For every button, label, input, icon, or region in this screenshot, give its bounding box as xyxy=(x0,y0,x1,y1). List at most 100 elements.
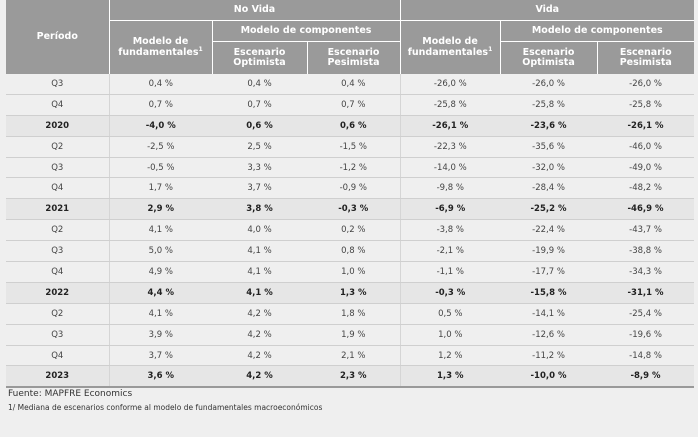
value-cell: -0,3 % xyxy=(307,198,401,221)
value-cell: 4,2 % xyxy=(212,365,307,389)
period-cell: 2021 xyxy=(6,198,109,221)
value-cell: -22,4 % xyxy=(500,219,598,242)
value-cell: -1,5 % xyxy=(307,136,401,158)
value-cell: -1,1 % xyxy=(399,261,501,283)
value-cell: 3,3 % xyxy=(212,157,307,179)
value-cell: -2,5 % xyxy=(108,136,212,158)
period-cell: Q4 xyxy=(6,345,109,367)
table-row: Q2 -2,5 % 2,5 % -1,5 % -22,3 % -35,6 % -46,0 % xyxy=(6,136,695,158)
value-cell: -14,8 % xyxy=(597,345,695,367)
value-cell: 5,0 % xyxy=(108,240,212,263)
value-cell: 0,7 % xyxy=(212,94,307,116)
value-cell: -1,2 % xyxy=(307,157,401,179)
table-row: Q3 3,9 % 4,2 % 1,9 % 1,0 % -12,6 % -19,6 % xyxy=(6,324,695,346)
no-vida-header: No Vida xyxy=(108,0,401,21)
value-cell: -38,8 % xyxy=(597,240,695,263)
value-cell: 3,7 % xyxy=(108,345,212,367)
period-header: Período xyxy=(6,0,109,74)
value-cell: 1,0 % xyxy=(399,324,501,346)
table-row-annual: 2022 4,4 % 4,1 % 1,3 % -0,3 % -15,8 % -31,1 % xyxy=(6,282,695,304)
vida-fundamentales-header: Modelo de fundamentales1 xyxy=(399,20,501,74)
value-cell: -14,0 % xyxy=(399,157,501,179)
value-cell: -43,7 % xyxy=(597,219,695,242)
value-cell: -23,6 % xyxy=(500,115,598,137)
table-row-annual: 2021 2,9 % 3,8 % -0,3 % -6,9 % -25,2 % -46,9 % xyxy=(6,198,695,221)
table-header: Período No Vida Vida Modelo de fundament… xyxy=(6,0,695,74)
scenario-table: Período No Vida Vida Modelo de fundament… xyxy=(6,0,695,389)
vida-componentes-header: Modelo de componentes xyxy=(499,20,695,42)
value-cell: 4,1 % xyxy=(212,282,307,304)
value-cell: -9,8 % xyxy=(399,177,501,200)
value-cell: -19,9 % xyxy=(500,240,598,263)
value-cell: 4,9 % xyxy=(108,261,212,283)
table-row: Q3 -0,5 % 3,3 % -1,2 % -14,0 % -32,0 % -49,0 % xyxy=(6,157,695,179)
table-row: Q2 4,1 % 4,0 % 0,2 % -3,8 % -22,4 % -43,7 % xyxy=(6,219,695,242)
header-text: Modelo de xyxy=(422,35,478,47)
header-text: fundamentales xyxy=(407,47,489,59)
value-cell: -26,1 % xyxy=(399,115,501,137)
header-text: Pesimista xyxy=(619,57,672,68)
value-cell: 4,1 % xyxy=(212,261,307,283)
value-cell: 2,9 % xyxy=(108,198,212,221)
period-cell: Q3 xyxy=(6,74,109,95)
value-cell: 3,6 % xyxy=(108,365,212,389)
value-cell: -0,9 % xyxy=(307,177,401,200)
table-row-annual: 2023 3,6 % 4,2 % 2,3 % 1,3 % -10,0 % -8,9 % xyxy=(6,365,695,389)
value-cell: 4,1 % xyxy=(108,219,212,242)
table-row: Q4 4,9 % 4,1 % 1,0 % -1,1 % -17,7 % -34,3 % xyxy=(6,261,695,283)
value-cell: 0,6 % xyxy=(307,115,401,137)
value-cell: 2,1 % xyxy=(307,345,401,367)
table-body: Q3 0,4 % 0,4 % 0,4 % -26,0 % -26,0 % -26,0 % Q4… xyxy=(6,74,695,389)
value-cell: -25,8 % xyxy=(597,94,695,116)
period-cell: Q3 xyxy=(6,157,109,179)
value-cell: -6,9 % xyxy=(399,198,501,221)
table-row: Q2 4,1 % 4,2 % 1,8 % 0,5 % -14,1 % -25,4 % xyxy=(6,303,695,325)
value-cell: 0,4 % xyxy=(108,74,212,95)
no-vida-optimista-header: Escenario Optimista xyxy=(211,41,307,74)
value-cell: -46,0 % xyxy=(597,136,695,158)
period-cell: Q3 xyxy=(6,240,109,263)
value-cell: -31,1 % xyxy=(597,282,695,304)
value-cell: 0,7 % xyxy=(307,94,401,116)
period-cell: Q4 xyxy=(6,177,109,200)
value-cell: 0,8 % xyxy=(307,240,401,263)
value-cell: -46,9 % xyxy=(597,198,695,221)
header-text: Escenario xyxy=(233,47,286,59)
header-text: Escenario xyxy=(327,47,380,59)
value-cell: -32,0 % xyxy=(500,157,598,179)
header-text: Optimista xyxy=(233,57,286,68)
value-cell: -28,4 % xyxy=(500,177,598,200)
header-text: fundamentales xyxy=(118,47,199,59)
period-cell: Q3 xyxy=(6,324,109,346)
value-cell: 0,7 % xyxy=(108,94,212,116)
value-cell: -25,2 % xyxy=(500,198,598,221)
value-cell: -26,0 % xyxy=(597,74,695,95)
value-cell: -11,2 % xyxy=(500,345,598,367)
no-vida-componentes-header: Modelo de componentes xyxy=(211,20,401,42)
value-cell: 1,7 % xyxy=(108,177,212,200)
header-text: Optimista xyxy=(522,57,575,68)
no-vida-pesimista-header: Escenario Pesimista xyxy=(306,41,401,74)
value-cell: 1,3 % xyxy=(307,282,401,304)
table-row-annual: 2020 -4,0 % 0,6 % 0,6 % -26,1 % -23,6 % -26,1 … xyxy=(6,115,695,137)
period-cell: 2022 xyxy=(6,282,109,304)
header-text: Modelo de xyxy=(132,35,189,47)
value-cell: -12,6 % xyxy=(500,324,598,346)
no-vida-fundamentales-header: Modelo de fundamentales1 xyxy=(108,20,212,74)
value-cell: 4,4 % xyxy=(108,282,212,304)
vida-optimista-header: Escenario Optimista xyxy=(499,41,598,74)
value-cell: 4,2 % xyxy=(212,324,307,346)
value-cell: 1,0 % xyxy=(307,261,401,283)
value-cell: -14,1 % xyxy=(500,303,598,325)
value-cell: -10,0 % xyxy=(500,365,598,389)
value-cell: 1,2 % xyxy=(399,345,501,367)
value-cell: -2,1 % xyxy=(399,240,501,263)
value-cell: -8,9 % xyxy=(597,365,695,389)
value-cell: 0,4 % xyxy=(307,74,401,95)
value-cell: 0,5 % xyxy=(399,303,501,325)
value-cell: -3,8 % xyxy=(399,219,501,242)
value-cell: -22,3 % xyxy=(399,136,501,158)
period-cell: 2020 xyxy=(6,115,109,137)
value-cell: 3,9 % xyxy=(108,324,212,346)
